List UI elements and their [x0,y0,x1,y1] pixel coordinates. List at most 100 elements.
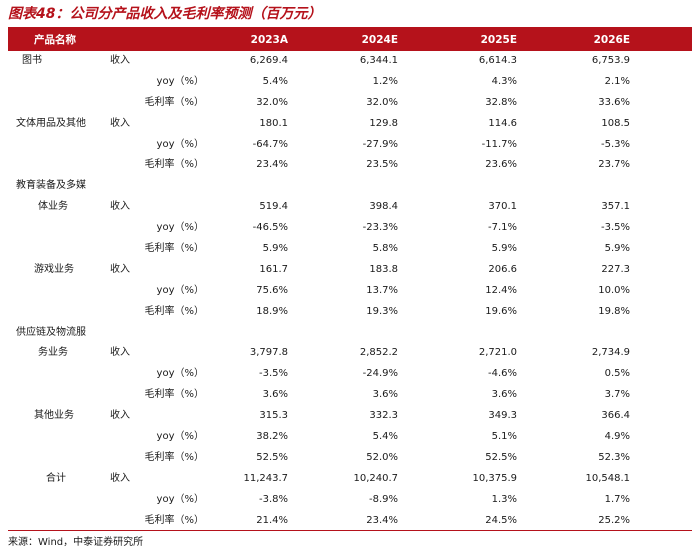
value-cell [427,323,517,344]
value-cell: 3.6% [262,389,288,401]
value-cell: -64.7% [252,138,288,150]
figure-title: 图表48：公司分产品收入及毛利率预测（百万元） [8,6,322,22]
header-product-name: 产品名称 [34,34,76,46]
table-row: 毛利率（%） 21.4% 23.4% 24.5% 25.2% [8,511,692,532]
value-cell [427,176,517,197]
bottom-divider [8,530,692,531]
value-cell: 23.6% [485,159,517,171]
value-cell: 5.9% [604,243,630,255]
product-name-cell: 供应链及物流服 [16,326,86,338]
product-name-cell: 其他业务 [34,410,74,422]
table-row: 务业务 收入 3,797.8 2,852.2 2,721.0 2,734.9 [8,343,692,364]
value-cell: -27.9% [362,138,398,150]
metric-label-cell: 毛利率（%） [144,451,204,463]
value-cell: 349.3 [488,410,517,422]
metric-label-cell: yoy（%） [156,222,204,234]
value-cell: 519.4 [259,201,288,213]
metric-label-cell: 收入 [110,263,130,275]
value-cell: -23.3% [362,222,398,234]
value-cell: 13.7% [366,284,398,296]
value-cell: 161.7 [259,263,288,275]
table-row: 其他业务 收入 315.3 332.3 349.3 366.4 [8,406,692,427]
table-row: 毛利率（%） 32.0% 32.0% 32.8% 33.6% [8,93,692,114]
metric-label-cell: 毛利率（%） [144,389,204,401]
metric-label-cell: 毛利率（%） [144,243,204,255]
product-name-cell: 务业务 [38,347,68,359]
value-cell: 2,721.0 [478,347,517,359]
value-cell: 19.3% [366,305,398,317]
value-cell: -3.5% [258,368,288,380]
table-row: yoy（%） 75.6% 13.7% 12.4% 10.0% [8,281,692,302]
value-cell: 32.8% [485,96,517,108]
metric-label-cell: 毛利率（%） [144,96,204,108]
value-cell: 32.0% [256,96,288,108]
value-cell: 10,375.9 [472,472,517,484]
value-cell: 5.9% [491,243,517,255]
value-cell: 23.4% [366,514,398,526]
product-name-cell: 图书 [22,55,42,66]
value-cell: 19.8% [598,305,630,317]
value-cell: 0.5% [604,368,630,380]
table-row: 毛利率（%） 18.9% 19.3% 19.6% 19.8% [8,302,692,323]
value-cell: 129.8 [369,117,398,129]
metric-label-cell: 收入 [110,347,130,359]
header-year-2024e: 2024E [361,34,398,46]
value-cell: -3.8% [258,493,288,505]
table-row: 图书 收入 6,269.4 6,344.1 6,614.3 6,753.9 [8,51,692,72]
value-cell: 25.2% [598,514,630,526]
value-cell: 3.6% [491,389,517,401]
table-row: yoy（%） -46.5% -23.3% -7.1% -3.5% [8,218,692,239]
value-cell: -7.1% [487,222,517,234]
table-row: yoy（%） 5.4% 1.2% 4.3% 2.1% [8,72,692,93]
value-cell: 108.5 [601,117,630,129]
table-row: 教育装备及多媒 [8,176,692,197]
value-cell: -8.9% [368,493,398,505]
value-cell: 398.4 [369,201,398,213]
value-cell: 366.4 [601,410,630,422]
value-cell: 23.7% [598,159,630,171]
value-cell: 5.8% [372,243,398,255]
value-cell: 24.5% [485,514,517,526]
metric-label-cell [108,323,204,344]
metric-label-cell: 毛利率（%） [144,305,204,317]
value-cell: 4.3% [491,75,517,87]
value-cell: 52.3% [598,451,630,463]
value-cell: 23.5% [366,159,398,171]
value-cell: 38.2% [256,431,288,443]
header-year-2025e: 2025E [480,34,517,46]
table-row: 文体用品及其他 收入 180.1 129.8 114.6 108.5 [8,114,692,135]
value-cell: -11.7% [481,138,517,150]
metric-label-cell: yoy（%） [156,138,204,150]
table-row: 毛利率（%） 52.5% 52.0% 52.5% 52.3% [8,448,692,469]
value-cell: -5.3% [600,138,630,150]
table-header: 产品名称 2023A 2024E 2025E 2026E [8,29,692,51]
value-cell: 5.1% [491,431,517,443]
metric-label-cell: 收入 [110,472,130,484]
table-row: 供应链及物流服 [8,323,692,344]
value-cell: 315.3 [259,410,288,422]
value-cell: 1.3% [491,493,517,505]
value-cell: 3.6% [372,389,398,401]
value-cell: 6,614.3 [478,55,517,66]
metric-label-cell: 收入 [110,410,130,422]
value-cell: 1.7% [604,493,630,505]
table-row: yoy（%） -3.8% -8.9% 1.3% 1.7% [8,490,692,511]
value-cell: 10.0% [598,284,630,296]
value-cell: 1.2% [372,75,398,87]
table-row: 毛利率（%） 23.4% 23.5% 23.6% 23.7% [8,155,692,176]
value-cell: 52.5% [256,451,288,463]
value-cell: 23.4% [256,159,288,171]
value-cell: 5.4% [262,75,288,87]
value-cell: 2.1% [604,75,630,87]
value-cell: 183.8 [369,263,398,275]
metric-label-cell: 收入 [110,117,130,129]
value-cell: 6,753.9 [591,55,630,66]
product-name-cell: 体业务 [38,201,68,213]
metric-label-cell: yoy（%） [156,431,204,443]
forecast-table: 产品名称 2023A 2024E 2025E 2026E 图书 收入 6,269.4… [8,29,692,531]
header-year-2026e: 2026E [593,34,630,46]
table-row: yoy（%） 38.2% 5.4% 5.1% 4.9% [8,427,692,448]
value-cell: 3,797.8 [249,347,288,359]
value-cell: 33.6% [598,96,630,108]
value-cell [540,176,630,197]
